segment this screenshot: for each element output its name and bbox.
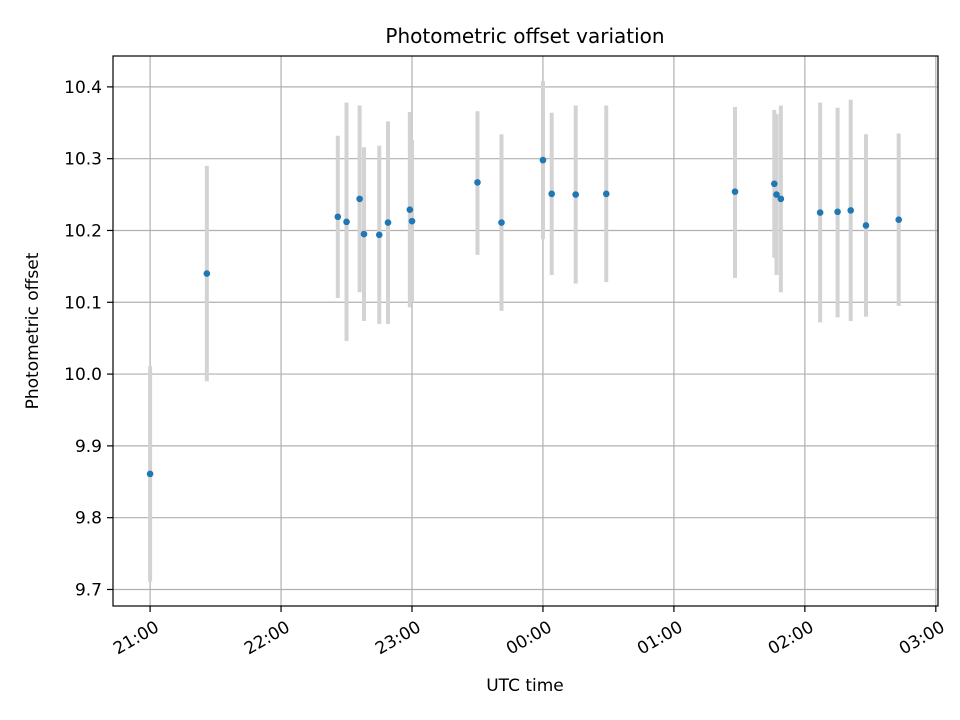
data-point — [334, 213, 342, 221]
y-tick-label: 10.1 — [64, 293, 102, 313]
y-tick-label: 9.9 — [75, 437, 102, 457]
data-point — [777, 195, 785, 203]
data-point — [146, 470, 154, 478]
data-point — [731, 188, 739, 196]
data-point — [602, 190, 610, 198]
data-point — [408, 217, 416, 225]
y-tick-label: 10.3 — [64, 150, 102, 170]
plot-frame — [112, 55, 939, 607]
y-tick-label: 10.2 — [64, 221, 102, 241]
data-point — [406, 206, 414, 213]
data-point — [384, 219, 392, 226]
data-point — [498, 219, 505, 226]
data-point — [816, 209, 824, 216]
data-point — [548, 190, 555, 198]
y-tick-label: 9.7 — [75, 580, 102, 600]
data-point — [895, 216, 903, 224]
y-tick-label: 9.8 — [75, 509, 102, 529]
data-point — [862, 222, 870, 229]
data-point — [773, 191, 780, 198]
data-point — [771, 180, 778, 188]
grid — [113, 56, 938, 606]
data-points — [146, 156, 903, 478]
chart-title: Photometric offset variation — [385, 24, 664, 48]
data-point — [375, 231, 383, 239]
data-point — [474, 179, 481, 186]
data-point — [343, 218, 350, 226]
x-axis-label: UTC time — [486, 676, 564, 696]
data-point — [834, 208, 841, 216]
data-point — [356, 195, 363, 203]
data-point — [847, 207, 854, 214]
data-point — [572, 191, 579, 198]
y-tick-label: 10.0 — [64, 365, 102, 385]
data-point — [360, 230, 368, 238]
y-axis-label: Photometric offset — [23, 252, 43, 409]
data-point — [203, 270, 211, 277]
data-point — [539, 156, 547, 164]
y-tick-label: 10.4 — [64, 78, 102, 98]
